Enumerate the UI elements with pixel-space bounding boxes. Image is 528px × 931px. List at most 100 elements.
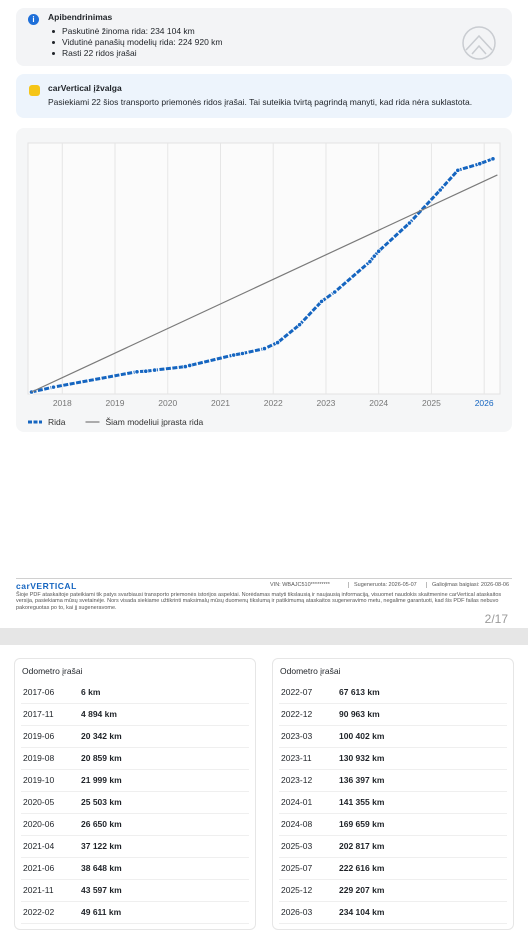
plot-area (27, 142, 501, 395)
summary-bullet: Rasti 22 ridos įrašai (52, 48, 137, 58)
x-tick-label: 2019 (106, 398, 125, 408)
mileage-cell: 21 999 km (81, 775, 122, 785)
mileage-point (367, 258, 373, 265)
date-cell: 2023-03 (281, 731, 313, 741)
insight-icon (29, 85, 40, 96)
date-cell: 2021-04 (23, 841, 55, 851)
mileage-cell: 25 503 km (81, 797, 122, 807)
date-cell: 2019-08 (23, 753, 55, 763)
table-row: 2024-01 141 355 km (279, 791, 507, 814)
x-tick-label: 2021 (211, 398, 230, 408)
insight-box: carVertical įžvalga Pasiekiami 22 šios t… (16, 74, 512, 118)
table-row: 2017-06 6 km (21, 681, 249, 704)
mileage-point (376, 248, 382, 254)
mileage-cell: 20 342 km (81, 731, 122, 741)
mileage-line (31, 157, 494, 394)
page-separator (0, 628, 528, 645)
mileage-cell: 90 963 km (339, 709, 380, 719)
odometer-table: Odometro įrašai 2022-07 67 613 km 2022-12 90… (272, 658, 514, 930)
mileage-point (187, 362, 193, 369)
table-row: 2024-08 169 659 km (279, 813, 507, 836)
footer-vin: VIN: WBAJC510********* (270, 582, 330, 588)
mileage-cell: 136 397 km (339, 775, 385, 785)
mileage-point (50, 384, 57, 390)
date-cell: 2017-11 (23, 709, 54, 719)
date-cell: 2020-06 (23, 819, 55, 829)
footer-generated: Sugeneruota: 2026-05-07 (348, 582, 417, 588)
date-cell: 2022-07 (281, 687, 313, 697)
mileage-cell: 202 817 km (339, 841, 385, 851)
mileage-point (261, 345, 268, 352)
date-cell: 2025-12 (281, 885, 313, 895)
date-cell: 2021-11 (23, 885, 54, 895)
legend-label: Rida (48, 417, 66, 427)
legend-label: Šiam modeliui įprasta rida (105, 417, 203, 427)
date-cell: 2019-06 (23, 731, 55, 741)
summary-bullet: Paskutinė žinoma rida: 234 104 km (52, 26, 195, 36)
table-row: 2022-02 49 611 km (21, 901, 249, 924)
typical-mileage-line (31, 174, 498, 393)
table-title: Odometro įrašai (22, 666, 83, 676)
mileage-cell: 37 122 km (81, 841, 122, 851)
table-row: 2020-05 25 503 km (21, 791, 249, 814)
info-icon: i (28, 14, 39, 25)
footer-expires: Galiojimas baigiasi: 2026-08-06 (426, 582, 509, 588)
mileage-cell: 20 859 km (81, 753, 122, 763)
table-row: 2019-10 21 999 km (21, 769, 249, 792)
mileage-cell: 49 611 km (81, 907, 122, 917)
x-tick-label: 2020 (158, 398, 177, 408)
mileage-point (134, 369, 140, 375)
mileage-point (318, 298, 325, 305)
date-cell: 2025-03 (281, 841, 313, 851)
table-row: 2021-11 43 597 km (21, 879, 249, 902)
table-row: 2022-12 90 963 km (279, 703, 507, 726)
date-cell: 2024-01 (281, 797, 313, 807)
mileage-point (151, 367, 158, 373)
mileage-point (455, 167, 461, 173)
mileage-point (437, 187, 443, 193)
table-row: 2025-07 222 616 km (279, 857, 507, 880)
table-row: 2019-08 20 859 km (21, 747, 249, 770)
table-row: 2025-12 229 207 km (279, 879, 507, 902)
mileage-cell: 222 616 km (339, 863, 385, 873)
mileage-point (231, 352, 237, 358)
mileage-point (477, 161, 483, 167)
mileage-cell: 4 894 km (81, 709, 117, 719)
footer-logo: carVERTICAL (16, 581, 77, 591)
x-tick-label: 2023 (317, 398, 336, 408)
table-row: 2021-04 37 122 km (21, 835, 249, 858)
table-row: 2023-12 136 397 km (279, 769, 507, 792)
mileage-point (332, 289, 338, 295)
footer-rule (16, 578, 512, 579)
mileage-point (371, 253, 377, 259)
mileage-cell: 229 207 km (339, 885, 385, 895)
mileage-point (182, 363, 188, 370)
mileage-cell: 6 km (81, 687, 101, 697)
mileage-point (239, 350, 246, 357)
date-cell: 2019-10 (23, 775, 55, 785)
summary-box: i Apibendrinimas Paskutinė žinoma rida: … (16, 8, 512, 66)
mileage-point (296, 322, 303, 328)
mileage-cell: 67 613 km (339, 687, 380, 697)
footer-disclaimer: Šioje PDF ataskaitoje pateikiami tik pat… (16, 592, 502, 611)
mileage-cell: 234 104 km (339, 907, 385, 917)
date-cell: 2024-08 (281, 819, 313, 829)
table-title: Odometro įrašai (280, 666, 341, 676)
table-row: 2023-11 130 932 km (279, 747, 507, 770)
date-cell: 2022-02 (23, 907, 55, 917)
x-tick-label: 2018 (53, 398, 72, 408)
date-cell: 2026-03 (281, 907, 313, 917)
mileage-point (275, 339, 281, 346)
mileage-cell: 169 659 km (339, 819, 385, 829)
table-row: 2025-03 202 817 km (279, 835, 507, 858)
table-row: 2019-06 20 342 km (21, 725, 249, 748)
date-cell: 2023-11 (281, 753, 312, 763)
stamp-icon (462, 26, 496, 60)
summary-bullet: Vidutinė panašių modelių rida: 224 920 k… (52, 37, 223, 47)
mileage-point (143, 368, 149, 374)
mileage-cell: 38 648 km (81, 863, 122, 873)
date-cell: 2022-12 (281, 709, 313, 719)
date-cell: 2025-07 (281, 863, 313, 873)
x-tick-label: 2024 (369, 398, 388, 408)
date-cell: 2017-06 (23, 687, 55, 697)
